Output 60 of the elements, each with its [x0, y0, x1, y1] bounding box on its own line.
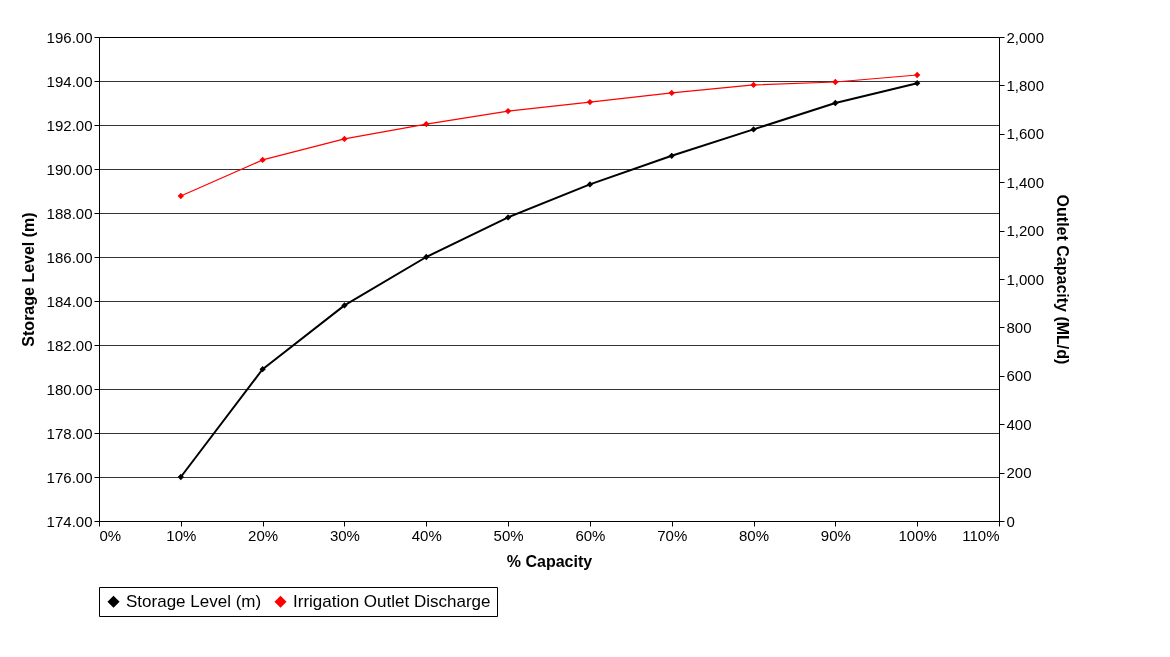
y2-tick-label: 600 — [1006, 367, 1032, 385]
x-tick-label: 50% — [493, 526, 524, 544]
y-tick-label: 190.00 — [46, 160, 93, 178]
x-tick-label: 60% — [575, 526, 606, 544]
x-tick-label: 90% — [820, 526, 851, 544]
y-tick-label: 192.00 — [46, 116, 93, 134]
y2-tick-label: 1,200 — [1006, 222, 1045, 240]
point — [423, 120, 430, 128]
x-tick-label: 40% — [411, 526, 442, 544]
point — [832, 78, 839, 86]
x-tick-label: 110% — [962, 526, 1000, 544]
y2-tick-label: 1,600 — [1006, 125, 1045, 143]
y2-tick-label: 1,800 — [1006, 76, 1045, 94]
point — [914, 71, 921, 79]
y2-tick-label: 400 — [1006, 415, 1032, 433]
y-tick-label: 188.00 — [46, 204, 93, 222]
y-tick-label: 184.00 — [46, 292, 93, 310]
point — [586, 181, 594, 188]
x-tick-label: 20% — [248, 526, 279, 544]
y2-tick-label: 1,000 — [1006, 270, 1045, 288]
x-tick-label: 100% — [898, 526, 937, 544]
y2-tick-label: 2,000 — [1006, 28, 1045, 46]
point — [259, 156, 266, 164]
point — [504, 214, 512, 221]
point — [341, 135, 348, 143]
x-axis-title: % Capacity — [506, 552, 593, 570]
point — [177, 192, 184, 200]
point — [668, 89, 675, 97]
x-tick-label: 0% — [99, 526, 122, 544]
y2-tick-label: 200 — [1006, 464, 1032, 482]
point — [586, 98, 594, 106]
x-tick-label: 10% — [166, 526, 197, 544]
y-axis-title: Storage Level (m) — [19, 212, 37, 347]
legend-label: Storage Level (m) — [126, 591, 262, 611]
y2-tick-label: 800 — [1006, 318, 1032, 336]
y2-tick-label: 1,400 — [1006, 173, 1045, 191]
point — [504, 107, 512, 115]
point — [423, 253, 430, 261]
y-tick-label: 182.00 — [46, 336, 93, 354]
y-tick-label: 194.00 — [46, 72, 93, 90]
y-tick-label: 174.00 — [46, 512, 93, 530]
y-tick-label: 186.00 — [46, 248, 93, 266]
point — [750, 81, 757, 89]
point — [259, 366, 266, 373]
x-tick-label: 30% — [329, 526, 360, 544]
point — [668, 152, 675, 159]
x-tick-label: 70% — [657, 526, 688, 544]
y2-axis-title: Outlet Capacity (ML/d) — [1054, 194, 1072, 365]
point — [832, 99, 839, 107]
point — [341, 302, 348, 309]
point — [914, 80, 921, 87]
y-tick-label: 178.00 — [46, 424, 93, 442]
x-tick-label: 80% — [739, 526, 770, 544]
point — [750, 126, 757, 133]
point — [177, 473, 184, 481]
y-tick-label: 196.00 — [46, 28, 93, 46]
legend-label: Irrigation Outlet Discharge — [293, 591, 491, 611]
y-tick-label: 176.00 — [46, 468, 93, 486]
y-tick-label: 180.00 — [46, 380, 93, 398]
y2-tick-label: 0 — [1006, 512, 1015, 530]
